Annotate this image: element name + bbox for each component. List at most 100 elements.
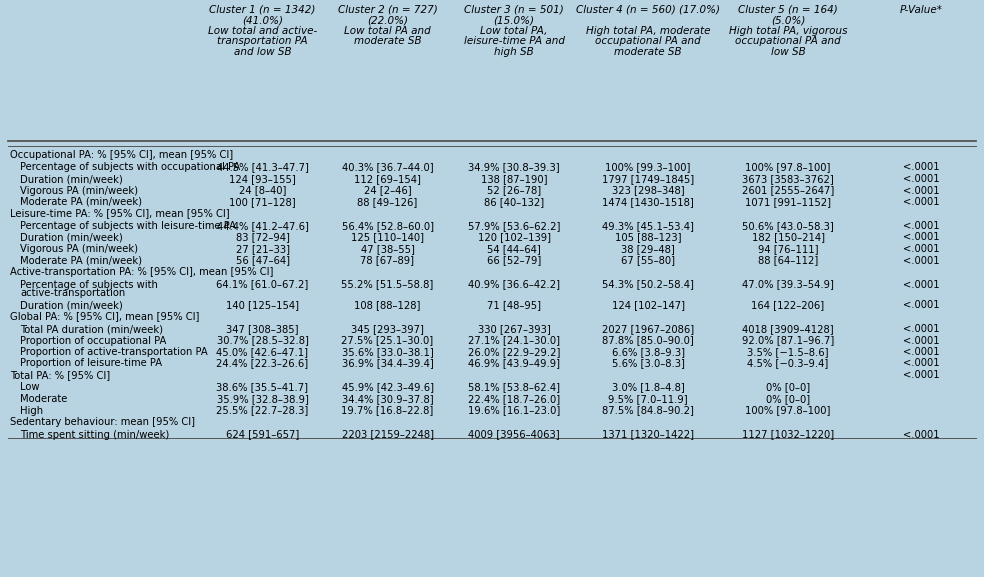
Text: 55.2% [51.5–58.8]: 55.2% [51.5–58.8] [341, 279, 434, 290]
Text: 35.9% [32.8–38.9]: 35.9% [32.8–38.9] [216, 394, 308, 404]
Text: 24.4% [22.3–26.6]: 24.4% [22.3–26.6] [216, 358, 309, 369]
Text: <.0001: <.0001 [902, 233, 940, 242]
Text: Low total PA,: Low total PA, [480, 26, 548, 36]
Text: low SB: low SB [770, 47, 805, 57]
Text: 22.4% [18.7–26.0]: 22.4% [18.7–26.0] [468, 394, 560, 404]
Text: Duration (min/week): Duration (min/week) [20, 300, 123, 310]
Text: Vigorous PA (min/week): Vigorous PA (min/week) [20, 185, 138, 196]
Text: 50.6% [43.0–58.3]: 50.6% [43.0–58.3] [742, 221, 833, 231]
Text: High total PA, vigorous: High total PA, vigorous [729, 26, 847, 36]
Text: Cluster 2 (n = 727): Cluster 2 (n = 727) [338, 5, 437, 15]
Text: Moderate PA (min/week): Moderate PA (min/week) [20, 197, 142, 207]
Text: 4018 [3909–4128]: 4018 [3909–4128] [742, 324, 833, 334]
Text: 52 [26–78]: 52 [26–78] [487, 185, 541, 196]
Text: 36.9% [34.4–39.4]: 36.9% [34.4–39.4] [341, 358, 433, 369]
Text: 1127 [1032–1220]: 1127 [1032–1220] [742, 429, 834, 440]
Text: 182 [150–214]: 182 [150–214] [752, 233, 825, 242]
Text: (5.0%): (5.0%) [770, 16, 805, 25]
Text: high SB: high SB [494, 47, 534, 57]
Text: 330 [267–393]: 330 [267–393] [477, 324, 550, 334]
Text: 112 [69–154]: 112 [69–154] [354, 174, 421, 184]
Text: 44.5% [41.3–47.7]: 44.5% [41.3–47.7] [216, 163, 308, 173]
Text: 125 [110–140]: 125 [110–140] [351, 233, 424, 242]
Text: Moderate PA (min/week): Moderate PA (min/week) [20, 256, 142, 265]
Text: Proportion of active-transportation PA: Proportion of active-transportation PA [20, 347, 208, 357]
Text: 6.6% [3.8–9.3]: 6.6% [3.8–9.3] [611, 347, 685, 357]
Text: 45.9% [42.3–49.6]: 45.9% [42.3–49.6] [341, 383, 434, 392]
Text: (22.0%): (22.0%) [367, 16, 408, 25]
Text: Sedentary behaviour: mean [95% CI]: Sedentary behaviour: mean [95% CI] [10, 417, 195, 427]
Text: 24 [8–40]: 24 [8–40] [239, 185, 286, 196]
Text: 3.0% [1.8–4.8]: 3.0% [1.8–4.8] [612, 383, 685, 392]
Text: 1797 [1749–1845]: 1797 [1749–1845] [602, 174, 694, 184]
Text: 2027 [1967–2086]: 2027 [1967–2086] [602, 324, 694, 334]
Text: Cluster 3 (n = 501): Cluster 3 (n = 501) [464, 5, 564, 15]
Text: 57.9% [53.6–62.2]: 57.9% [53.6–62.2] [467, 221, 560, 231]
Text: 94 [76–111]: 94 [76–111] [758, 244, 819, 254]
Text: 87.5% [84.8–90.2]: 87.5% [84.8–90.2] [602, 406, 694, 415]
Text: Percentage of subjects with: Percentage of subjects with [20, 279, 157, 290]
Text: 5.6% [3.0–8.3]: 5.6% [3.0–8.3] [612, 358, 685, 369]
Text: <.0001: <.0001 [902, 347, 940, 357]
Text: 100% [99.3–100]: 100% [99.3–100] [605, 163, 691, 173]
Text: 347 [308–385]: 347 [308–385] [226, 324, 299, 334]
Text: 0% [0–0]: 0% [0–0] [766, 394, 810, 404]
Text: 120 [102–139]: 120 [102–139] [477, 233, 550, 242]
Text: <.0001: <.0001 [902, 335, 940, 346]
Text: 46.9% [43.9–49.9]: 46.9% [43.9–49.9] [468, 358, 560, 369]
Text: 56 [47–64]: 56 [47–64] [235, 256, 289, 265]
Text: <.0001: <.0001 [902, 197, 940, 207]
Text: 19.6% [16.1–23.0]: 19.6% [16.1–23.0] [467, 406, 560, 415]
Text: 100% [97.8–100]: 100% [97.8–100] [745, 406, 830, 415]
Text: Low: Low [20, 383, 39, 392]
Text: 58.1% [53.8–62.4]: 58.1% [53.8–62.4] [468, 383, 560, 392]
Text: 2203 [2159–2248]: 2203 [2159–2248] [341, 429, 434, 440]
Text: 323 [298–348]: 323 [298–348] [612, 185, 684, 196]
Text: occupational PA and: occupational PA and [735, 36, 841, 47]
Text: 100% [97.8–100]: 100% [97.8–100] [745, 163, 830, 173]
Text: 38.6% [35.5–41.7]: 38.6% [35.5–41.7] [216, 383, 309, 392]
Text: Occupational PA: % [95% CI], mean [95% CI]: Occupational PA: % [95% CI], mean [95% C… [10, 150, 233, 160]
Text: 2601 [2555–2647]: 2601 [2555–2647] [742, 185, 834, 196]
Text: 47 [38–55]: 47 [38–55] [360, 244, 414, 254]
Text: active-transportation: active-transportation [20, 288, 125, 298]
Text: 100 [71–128]: 100 [71–128] [229, 197, 296, 207]
Text: 54 [44–64]: 54 [44–64] [487, 244, 541, 254]
Text: 27.1% [24.1–30.0]: 27.1% [24.1–30.0] [468, 335, 560, 346]
Text: Vigorous PA (min/week): Vigorous PA (min/week) [20, 244, 138, 254]
Text: 1474 [1430–1518]: 1474 [1430–1518] [602, 197, 694, 207]
Text: 92.0% [87.1–96.7]: 92.0% [87.1–96.7] [742, 335, 834, 346]
Text: 138 [87–190]: 138 [87–190] [481, 174, 547, 184]
Text: <.0001: <.0001 [902, 279, 940, 290]
Text: 56.4% [52.8–60.0]: 56.4% [52.8–60.0] [341, 221, 434, 231]
Text: <.0001: <.0001 [902, 185, 940, 196]
Text: Proportion of leisure-time PA: Proportion of leisure-time PA [20, 358, 162, 369]
Text: Proportion of occupational PA: Proportion of occupational PA [20, 335, 166, 346]
Text: 64.1% [61.0–67.2]: 64.1% [61.0–67.2] [216, 279, 309, 290]
Text: <.0001: <.0001 [902, 300, 940, 310]
Text: 86 [40–132]: 86 [40–132] [484, 197, 544, 207]
Text: Duration (min/week): Duration (min/week) [20, 174, 123, 184]
Text: 4009 [3956–4063]: 4009 [3956–4063] [468, 429, 560, 440]
Text: Global PA: % [95% CI], mean [95% CI]: Global PA: % [95% CI], mean [95% CI] [10, 312, 200, 321]
Text: 0% [0–0]: 0% [0–0] [766, 383, 810, 392]
Text: 140 [125–154]: 140 [125–154] [226, 300, 299, 310]
Text: 105 [88–123]: 105 [88–123] [615, 233, 681, 242]
Text: 624 [591–657]: 624 [591–657] [226, 429, 299, 440]
Text: transportation PA: transportation PA [217, 36, 308, 47]
Text: 87.8% [85.0–90.0]: 87.8% [85.0–90.0] [602, 335, 694, 346]
Text: 9.5% [7.0–11.9]: 9.5% [7.0–11.9] [608, 394, 688, 404]
Text: 40.3% [36.7–44.0]: 40.3% [36.7–44.0] [341, 163, 433, 173]
Text: 19.7% [16.8–22.8]: 19.7% [16.8–22.8] [341, 406, 434, 415]
Text: Cluster 1 (n = 1342): Cluster 1 (n = 1342) [210, 5, 316, 15]
Text: 88 [49–126]: 88 [49–126] [357, 197, 417, 207]
Text: 30.7% [28.5–32.8]: 30.7% [28.5–32.8] [216, 335, 308, 346]
Text: 27.5% [25.1–30.0]: 27.5% [25.1–30.0] [341, 335, 434, 346]
Text: 67 [55–80]: 67 [55–80] [621, 256, 675, 265]
Text: Cluster 5 (n = 164): Cluster 5 (n = 164) [738, 5, 837, 15]
Text: <.0001: <.0001 [902, 244, 940, 254]
Text: moderate SB: moderate SB [353, 36, 421, 47]
Text: <.0001: <.0001 [902, 370, 940, 380]
Text: and low SB: and low SB [233, 47, 291, 57]
Text: (41.0%): (41.0%) [242, 16, 283, 25]
